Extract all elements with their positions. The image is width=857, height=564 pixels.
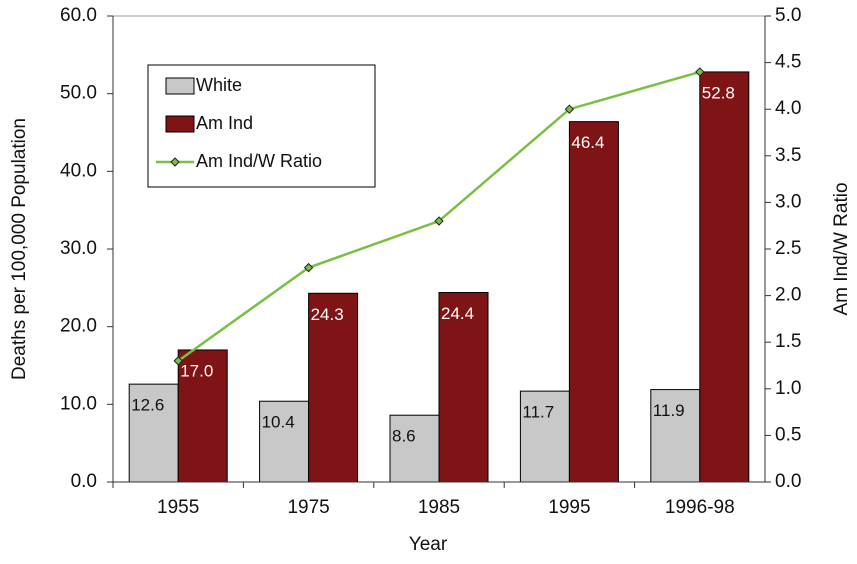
x-axis-title: Year: [409, 534, 448, 555]
y2-tick-label: 2.5: [775, 238, 801, 259]
bar: [308, 292, 359, 483]
data-label: 24.3: [311, 305, 344, 324]
y-tick-label: 40.0: [60, 160, 97, 181]
x-tick-label: 1955: [157, 497, 199, 518]
y2-tick-label: 0.0: [775, 471, 801, 492]
y-tick-label: 10.0: [60, 393, 97, 414]
legend-marker: [170, 157, 180, 167]
data-label: 17.0: [180, 361, 213, 380]
data-label: 8.6: [392, 427, 416, 446]
x-tick-label: 1996-98: [665, 497, 735, 518]
y-tick-label: 60.0: [60, 5, 97, 26]
y2-tick-label: 2.0: [775, 285, 801, 306]
y2-tick-label: 1.5: [775, 331, 801, 352]
y-axis-title: Deaths per 100,000 Population: [9, 118, 30, 380]
data-label: 12.6: [131, 396, 164, 415]
x-tick-label: 1995: [548, 497, 590, 518]
legend-label: Am Ind/W Ratio: [196, 151, 322, 171]
line-marker: [173, 356, 183, 366]
y2-tick-label: 1.0: [775, 378, 801, 399]
legend-label: Am Ind: [196, 113, 253, 133]
legend-swatch: [165, 115, 195, 133]
bar: [650, 389, 701, 483]
data-label: 11.9: [653, 401, 685, 420]
line-marker: [303, 262, 314, 273]
y2-tick-label: 0.5: [775, 424, 801, 445]
bar: [389, 414, 440, 483]
y2-tick-label: 4.0: [775, 98, 801, 119]
bar: [699, 71, 750, 483]
bar: [438, 291, 489, 483]
data-label: 10.4: [262, 413, 295, 432]
line-marker: [564, 104, 575, 114]
y-tick-label: 20.0: [60, 316, 97, 337]
bar: [177, 349, 228, 483]
bar: [259, 400, 310, 483]
line-marker: [695, 67, 705, 77]
data-label: 11.7: [522, 403, 554, 422]
y2-tick-label: 4.5: [775, 52, 801, 73]
y-tick-label: 30.0: [60, 238, 97, 259]
data-label: 46.4: [571, 133, 604, 152]
data-label: 24.4: [441, 304, 474, 323]
y2-axis-title: Am Ind/W Ratio: [831, 182, 852, 315]
bar: [568, 121, 619, 483]
y2-tick-label: 3.5: [775, 145, 801, 166]
data-label: 52.8: [702, 83, 735, 102]
line-marker: [434, 216, 444, 226]
y2-tick-label: 3.0: [775, 191, 801, 212]
legend-swatch: [165, 77, 195, 95]
bar: [519, 390, 570, 483]
legend-label: White: [196, 75, 242, 95]
y-tick-label: 0.0: [71, 471, 97, 492]
y-tick-label: 50.0: [60, 83, 97, 104]
y2-tick-label: 5.0: [775, 5, 801, 26]
x-tick-label: 1975: [287, 497, 329, 518]
x-tick-label: 1985: [418, 497, 460, 518]
bar: [128, 383, 179, 483]
